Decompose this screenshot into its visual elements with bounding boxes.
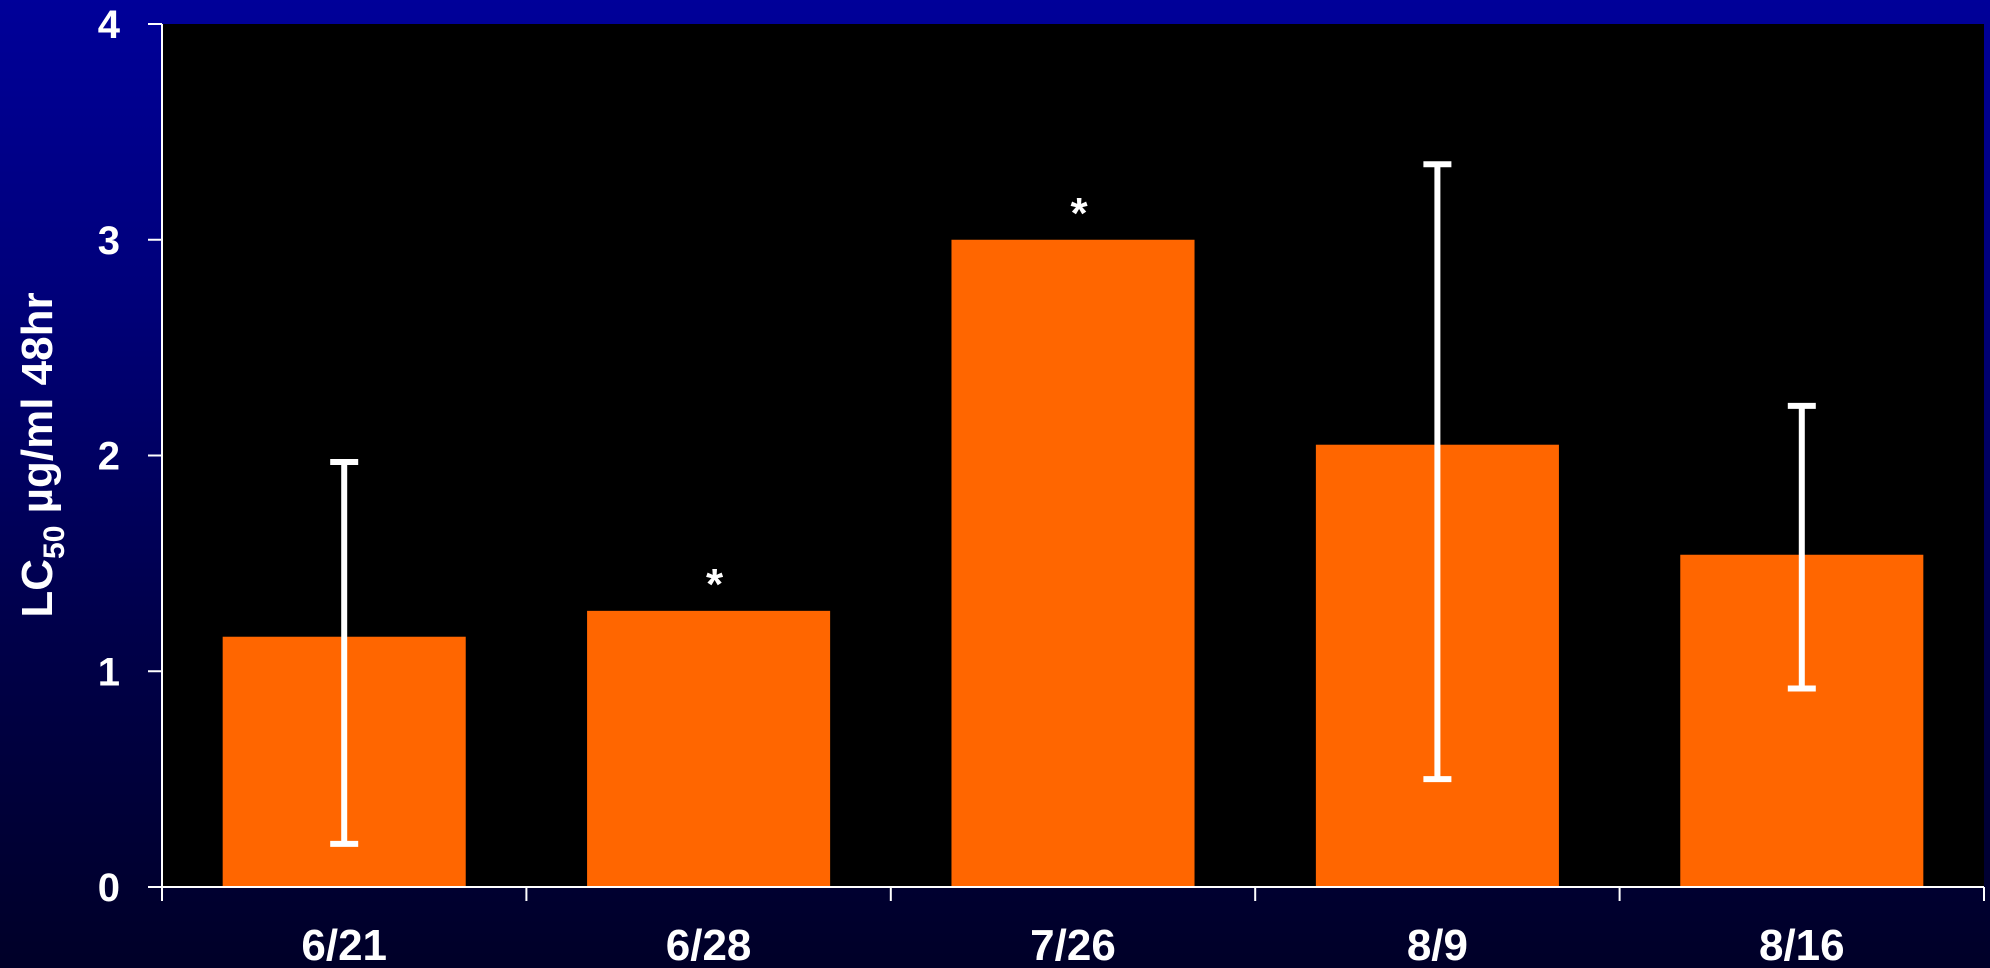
x-tick-label-2: 7/26 xyxy=(1030,921,1116,968)
y-tick-label-0: 0 xyxy=(98,866,120,910)
significance-marker-2: * xyxy=(1070,189,1088,238)
y-tick-label-2: 2 xyxy=(98,435,120,479)
bar-1 xyxy=(587,610,831,887)
y-axis-label-main: LC xyxy=(13,559,62,618)
x-tick-label-0: 6/21 xyxy=(301,921,387,968)
y-tick-label-1: 1 xyxy=(98,650,120,694)
x-tick-label-4: 8/16 xyxy=(1759,921,1845,968)
x-tick-label-1: 6/28 xyxy=(666,921,752,968)
y-axis-label-sub: 50 xyxy=(38,526,71,559)
y-tick-label-3: 3 xyxy=(98,219,120,263)
x-tick-label-3: 8/9 xyxy=(1407,921,1468,968)
y-tick-label-4: 4 xyxy=(98,3,121,47)
y-axis-label-rest: µg/ml 48hr xyxy=(13,292,62,525)
bar-2 xyxy=(951,239,1195,887)
y-axis-label: LC50 µg/ml 48hr xyxy=(13,292,71,617)
significance-marker-1: * xyxy=(706,560,724,609)
